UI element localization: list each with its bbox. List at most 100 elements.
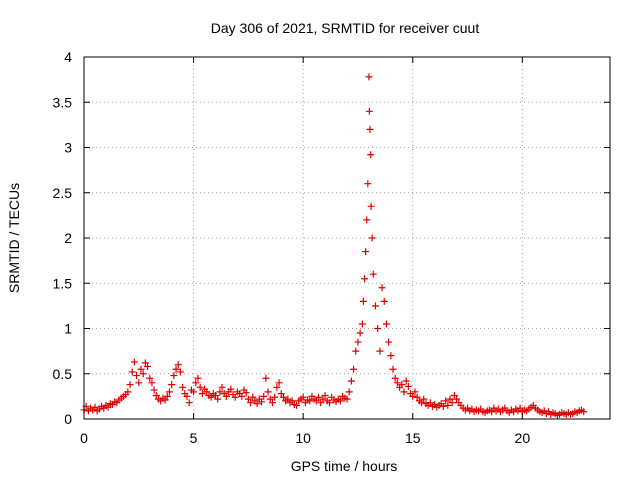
data-point — [444, 401, 452, 409]
data-point — [152, 391, 160, 399]
data-point — [172, 365, 180, 373]
data-point — [258, 398, 266, 406]
grid-lines — [84, 57, 610, 419]
data-point — [168, 381, 176, 389]
data-point — [450, 391, 458, 399]
data-point — [192, 379, 200, 387]
data-point — [418, 399, 426, 407]
data-point — [231, 393, 239, 401]
data-point — [317, 399, 325, 407]
data-point — [325, 399, 333, 407]
data-point — [170, 372, 178, 380]
x-tick-label: 0 — [80, 430, 88, 446]
data-point — [367, 202, 375, 210]
data-point — [227, 385, 235, 393]
data-point — [146, 374, 154, 382]
data-point — [207, 393, 215, 401]
data-point — [196, 383, 204, 391]
data-point — [212, 391, 219, 399]
data-point — [194, 374, 202, 382]
data-point — [315, 393, 323, 401]
data-point — [398, 381, 406, 389]
data-point — [271, 393, 279, 401]
data-point — [411, 388, 419, 396]
data-point — [312, 397, 320, 405]
data-point — [387, 352, 395, 360]
data-point — [380, 297, 388, 305]
data-point — [137, 365, 145, 373]
data-point — [144, 363, 152, 371]
data-point — [268, 399, 276, 407]
data-point — [279, 393, 287, 401]
data-point — [448, 399, 456, 407]
data-point — [368, 234, 376, 242]
data-point — [273, 383, 281, 391]
data-point — [393, 379, 401, 387]
data-point — [242, 389, 250, 397]
data-point — [293, 401, 301, 409]
data-point — [391, 374, 399, 382]
data-point — [247, 399, 255, 407]
data-point — [104, 403, 112, 411]
data-point — [367, 151, 375, 159]
x-tick-label: 15 — [405, 430, 421, 446]
data-point — [402, 377, 410, 385]
y-tick-label: 2.5 — [53, 185, 73, 201]
tick-labels: 0 5 10 15 20 0 0.5 1 1.5 2 2.5 3 3.5 4 — [53, 49, 531, 446]
data-point — [214, 395, 222, 403]
data-point — [356, 329, 364, 337]
y-axis-label: SRMTID / TECUs — [6, 183, 22, 293]
data-point — [284, 395, 292, 403]
data-point — [203, 388, 211, 396]
data-point — [364, 180, 372, 188]
data-point — [179, 383, 187, 391]
y-tick-label: 1 — [64, 321, 72, 337]
data-point — [420, 395, 428, 403]
data-point — [91, 403, 99, 411]
data-point — [150, 386, 158, 394]
data-point — [165, 388, 173, 396]
data-point — [442, 397, 450, 405]
data-point — [190, 388, 198, 396]
data-point — [389, 365, 397, 373]
data-point — [124, 388, 132, 396]
data-point — [413, 393, 421, 401]
y-tick-label: 0.5 — [53, 366, 73, 382]
x-tick-label: 20 — [515, 430, 531, 446]
y-tick-label: 1.5 — [53, 275, 73, 291]
data-point — [249, 393, 257, 401]
data-point — [400, 388, 408, 396]
data-point — [361, 275, 369, 283]
data-point — [216, 388, 224, 396]
data-point — [262, 374, 270, 382]
data-point — [446, 395, 454, 403]
y-tick-label: 2 — [64, 230, 72, 246]
data-point — [288, 397, 296, 405]
data-point — [139, 370, 147, 378]
data-point — [453, 395, 461, 403]
axis-ticks — [83, 56, 610, 420]
data-point — [264, 388, 272, 396]
data-point — [253, 400, 261, 408]
data-point — [133, 372, 141, 380]
x-tick-label: 5 — [190, 430, 198, 446]
data-point — [266, 395, 274, 403]
data-point — [321, 391, 329, 399]
data-point — [260, 392, 268, 400]
data-point — [363, 216, 371, 224]
data-point — [130, 358, 138, 366]
data-point — [238, 392, 246, 400]
data-point — [347, 377, 355, 385]
data-point — [183, 392, 191, 400]
data-point — [409, 392, 417, 400]
data-point — [382, 320, 390, 328]
data-point — [336, 397, 344, 405]
data-point — [135, 379, 143, 387]
data-point — [319, 395, 327, 403]
data-point — [358, 320, 366, 328]
data-point — [141, 359, 149, 367]
data-point — [371, 302, 379, 310]
chart-title: Day 306 of 2021, SRMTID for receiver cuu… — [211, 20, 480, 36]
data-point — [244, 395, 252, 403]
